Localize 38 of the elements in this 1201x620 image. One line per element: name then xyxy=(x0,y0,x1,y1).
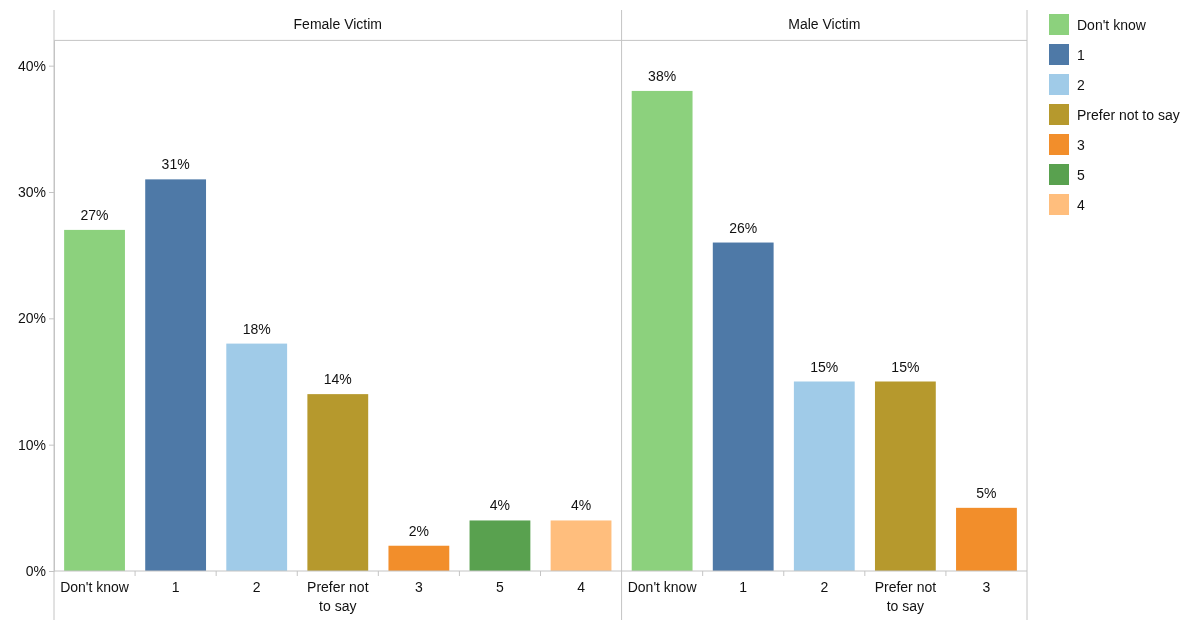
chart-title: Male Victim xyxy=(788,16,861,32)
data-label: 14% xyxy=(323,371,352,388)
x-tick-label: 1 xyxy=(739,579,748,595)
legend-label: 2 xyxy=(1077,77,1085,93)
legend-label: Prefer not to say xyxy=(1077,107,1180,123)
y-tick-label: 10% xyxy=(17,436,46,453)
x-tick-label: 3 xyxy=(982,579,991,595)
data-label: 15% xyxy=(891,358,920,375)
data-label: 31% xyxy=(161,156,190,173)
y-tick-label: 0% xyxy=(25,562,46,579)
legend-label: 5 xyxy=(1077,167,1085,183)
data-label: 15% xyxy=(810,358,839,375)
legend-label: Don't know xyxy=(1077,17,1147,33)
data-label: 27% xyxy=(80,206,109,223)
legend-label: 3 xyxy=(1077,137,1085,153)
x-tick-label: 5 xyxy=(496,579,505,595)
x-tick-label: Don't know xyxy=(627,579,698,595)
data-label: 4% xyxy=(570,497,592,514)
data-label: 38% xyxy=(648,67,677,84)
legend-label: 1 xyxy=(1077,47,1085,63)
x-tick-label: 1 xyxy=(171,579,180,595)
data-label: 5% xyxy=(976,484,997,501)
x-tick-label: 3 xyxy=(414,579,423,595)
y-tick-label: 30% xyxy=(17,183,46,200)
x-tick-label: Prefer not to say xyxy=(874,579,937,614)
y-tick-label: 20% xyxy=(17,310,46,327)
data-label: 18% xyxy=(242,320,271,337)
x-tick-label: 2 xyxy=(820,579,829,595)
chart-title: Female Victim xyxy=(293,16,383,32)
data-label: 2% xyxy=(408,522,429,539)
data-label: 26% xyxy=(729,219,758,236)
legend-label: 4 xyxy=(1077,197,1085,213)
x-tick-label: Prefer not to say xyxy=(307,579,369,614)
data-label: 4% xyxy=(489,497,511,514)
x-tick-label: Don't know xyxy=(60,579,130,595)
x-tick-label: 2 xyxy=(252,579,261,595)
x-tick-label: 4 xyxy=(577,579,586,595)
y-tick-label: 40% xyxy=(17,57,46,74)
